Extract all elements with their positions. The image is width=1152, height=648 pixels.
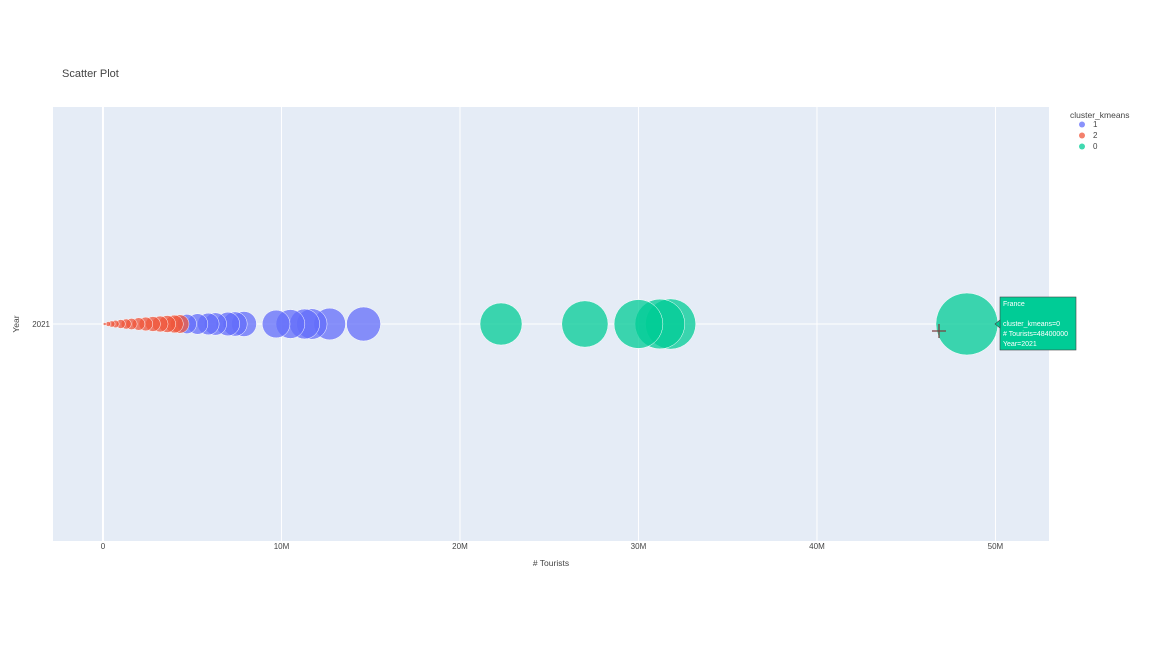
- hover-tooltip: France cluster_kmeans=0 # Tourists=48400…: [994, 296, 1077, 351]
- y-axis-ticks: 2021: [32, 320, 50, 329]
- legend-marker: [1079, 121, 1085, 128]
- crosshair-cursor-icon: [932, 324, 946, 338]
- legend: cluster_kmeans 1 2 0: [1070, 110, 1130, 151]
- x-axis-ticks: 0 10M 20M 30M 40M 50M: [101, 542, 1004, 551]
- scatter-point-cluster-0[interactable]: [935, 292, 999, 356]
- tooltip-title: France: [1003, 301, 1025, 308]
- tooltip-pointer: [994, 319, 1001, 329]
- scatter-point-cluster-0[interactable]: [479, 302, 523, 346]
- x-tick-label: 50M: [988, 542, 1004, 551]
- y-axis-label: Year: [11, 315, 21, 332]
- x-tick-label: 0: [101, 542, 106, 551]
- legend-item-label[interactable]: 2: [1093, 131, 1098, 140]
- tooltip-line: Year=2021: [1003, 341, 1037, 348]
- legend-item-label[interactable]: 1: [1093, 120, 1098, 129]
- scatter-point-cluster-0[interactable]: [613, 299, 664, 349]
- x-tick-label: 30M: [631, 542, 647, 551]
- chart-title: Scatter Plot: [62, 68, 119, 80]
- scatter-point-cluster-0[interactable]: [561, 300, 609, 348]
- scatter-point-cluster-2[interactable]: [103, 322, 107, 326]
- tooltip-line: cluster_kmeans=0: [1003, 321, 1060, 328]
- x-tick-label: 20M: [452, 542, 468, 551]
- tooltip-line: # Tourists=48400000: [1003, 331, 1068, 338]
- legend-item-label[interactable]: 0: [1093, 142, 1098, 151]
- legend-marker: [1079, 132, 1085, 139]
- x-tick-label: 10M: [274, 542, 290, 551]
- scatter-point-cluster-1[interactable]: [346, 306, 381, 342]
- x-axis-label: # Tourists: [533, 558, 569, 568]
- x-tick-label: 40M: [809, 542, 825, 551]
- legend-title: cluster_kmeans: [1070, 110, 1130, 120]
- scatter-point-cluster-1[interactable]: [261, 309, 291, 339]
- scatter-point-cluster-2[interactable]: [105, 321, 112, 327]
- legend-marker: [1079, 143, 1085, 150]
- markers: [103, 292, 999, 356]
- y-tick-label: 2021: [32, 320, 50, 329]
